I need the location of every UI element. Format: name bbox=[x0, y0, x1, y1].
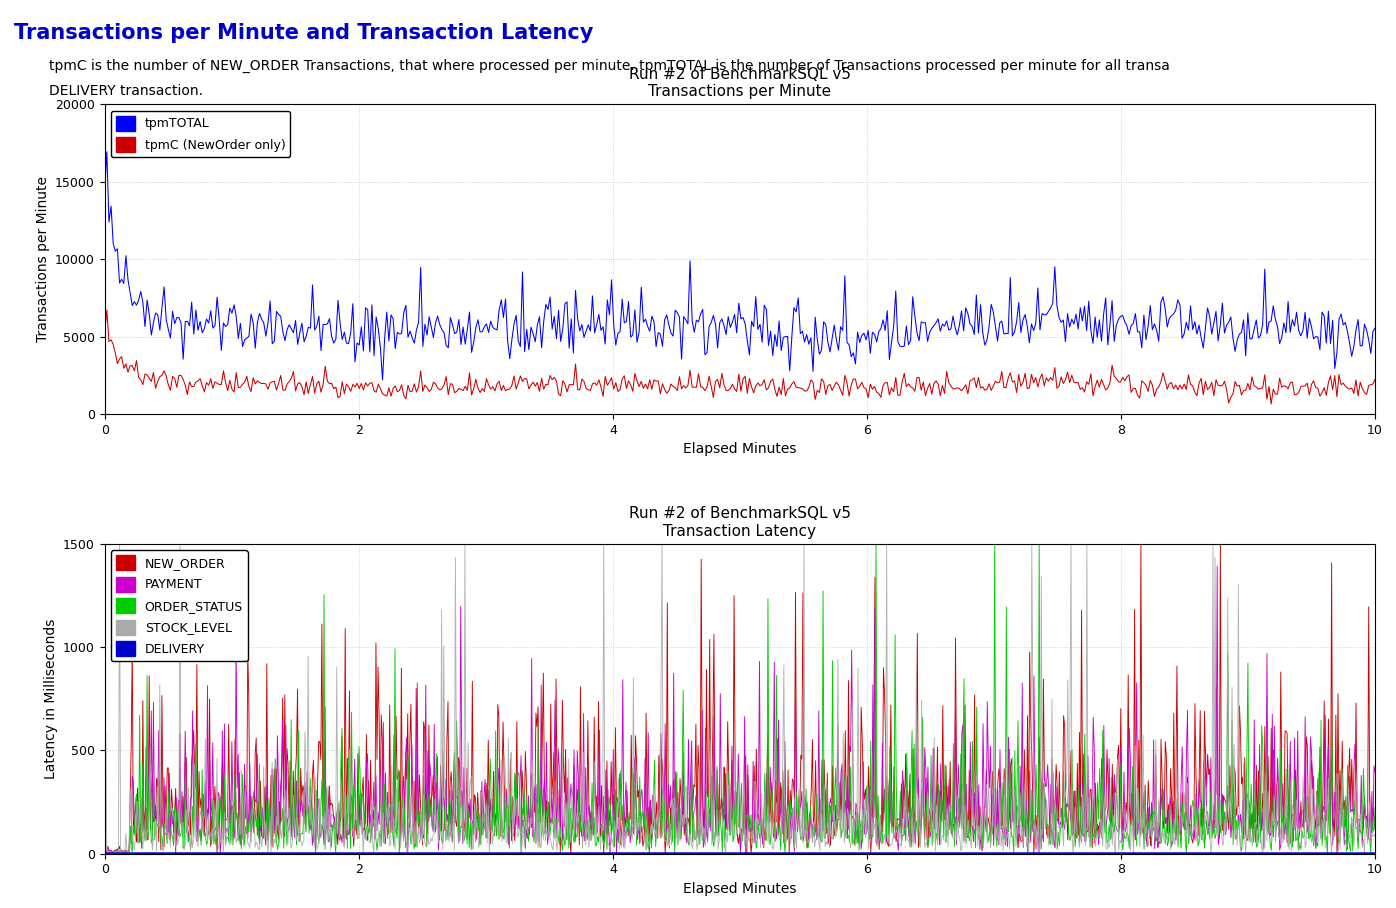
X-axis label: Elapsed Minutes: Elapsed Minutes bbox=[683, 442, 797, 456]
Title: Run #2 of BenchmarkSQL v5
Transactions per Minute: Run #2 of BenchmarkSQL v5 Transactions p… bbox=[628, 66, 852, 99]
Title: Run #2 of BenchmarkSQL v5
Transaction Latency: Run #2 of BenchmarkSQL v5 Transaction La… bbox=[628, 507, 852, 538]
Legend: NEW_ORDER, PAYMENT, ORDER_STATUS, STOCK_LEVEL, DELIVERY: NEW_ORDER, PAYMENT, ORDER_STATUS, STOCK_… bbox=[110, 550, 248, 661]
Y-axis label: Transactions per Minute: Transactions per Minute bbox=[35, 176, 49, 342]
Text: DELIVERY transaction.: DELIVERY transaction. bbox=[49, 84, 202, 97]
Legend: tpmTOTAL, tpmC (NewOrder only): tpmTOTAL, tpmC (NewOrder only) bbox=[110, 111, 290, 157]
X-axis label: Elapsed Minutes: Elapsed Minutes bbox=[683, 882, 797, 896]
Text: Transactions per Minute and Transaction Latency: Transactions per Minute and Transaction … bbox=[14, 23, 593, 43]
Y-axis label: Latency in Milliseconds: Latency in Milliseconds bbox=[43, 618, 57, 779]
Text: tpmC is the number of NEW_ORDER Transactions, that where processed per minute. t: tpmC is the number of NEW_ORDER Transact… bbox=[49, 59, 1170, 74]
